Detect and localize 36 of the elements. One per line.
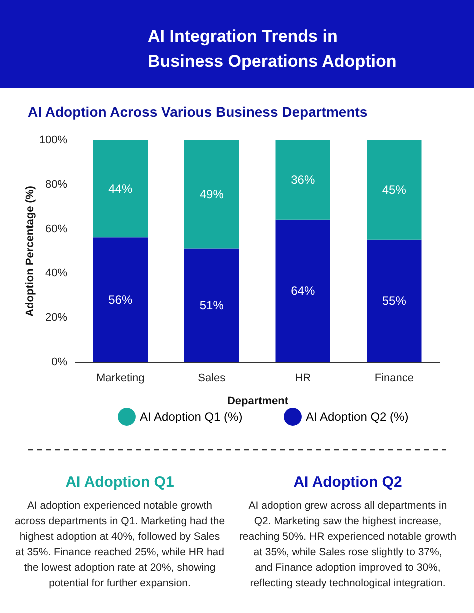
chart-subtitle: AI Adoption Across Various Business Departments <box>28 104 368 120</box>
text: AI Adoption Q2 <box>294 474 402 491</box>
y-tick-label: 100% <box>39 134 68 146</box>
x-axis-title: Department <box>227 396 289 408</box>
legend-label: AI Adoption Q2 (%) <box>306 410 409 424</box>
data-label: 64% <box>291 284 316 298</box>
data-label: 51% <box>200 298 224 312</box>
bar <box>367 140 422 240</box>
text: AI adoption grew across all departments in Q2. Marketing saw the highest increase, reaching 50%. HR experienced notable growth at 35%, while Sales rose slightly to 37%, and Finance adoption improved to 30%, reflecting steady technological integration. <box>239 500 457 590</box>
legend-label: AI Adoption Q1 (%) <box>140 410 243 424</box>
y-tick-label: 60% <box>45 223 68 236</box>
data-label: 44% <box>108 182 133 196</box>
bar <box>93 140 148 238</box>
bar <box>276 140 330 220</box>
x-tick-label: HR <box>295 372 312 384</box>
data-label: 36% <box>291 172 316 187</box>
data-label: 49% <box>200 187 224 202</box>
y-tick-label: 80% <box>45 178 68 191</box>
y-tick-label: 40% <box>45 268 68 280</box>
x-tick-label: Sales <box>198 372 226 384</box>
y-axis-title: Adoption Percentage (%) <box>24 186 36 317</box>
data-label: 45% <box>382 182 407 197</box>
y-tick-label: 20% <box>45 312 68 324</box>
data-label: 55% <box>382 294 407 308</box>
text: AI Adoption Q1 <box>66 474 174 491</box>
chart-title: AI Integration Trends in Business Operations Adoption <box>148 27 397 71</box>
bar <box>276 220 330 362</box>
x-tick-label: Marketing <box>96 372 145 384</box>
text: AI adoption experienced notable growth across departments in Q1. Marketing had the highest adoption at 40%, followed by Sales at 35%. Finance reached 25%, while HR had the lowest adoption rate at 20%, showing potential for further expansion. <box>14 500 226 590</box>
y-tick-label: 0% <box>52 356 68 368</box>
data-label: 56% <box>108 292 133 307</box>
bar <box>367 240 422 362</box>
bar <box>93 238 148 362</box>
x-tick-label: Finance <box>374 372 414 384</box>
bar <box>184 248 240 362</box>
bar <box>184 140 240 249</box>
